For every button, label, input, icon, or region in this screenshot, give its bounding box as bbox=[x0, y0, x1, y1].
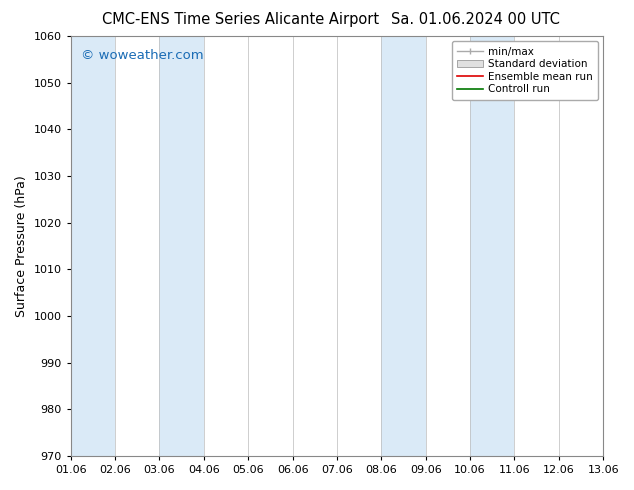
Bar bbox=[470, 36, 514, 456]
Text: © woweather.com: © woweather.com bbox=[81, 49, 204, 62]
Text: CMC-ENS Time Series Alicante Airport: CMC-ENS Time Series Alicante Airport bbox=[102, 12, 380, 27]
Bar bbox=[160, 36, 204, 456]
Bar bbox=[71, 36, 115, 456]
Bar bbox=[381, 36, 425, 456]
Y-axis label: Surface Pressure (hPa): Surface Pressure (hPa) bbox=[15, 175, 28, 317]
Text: Sa. 01.06.2024 00 UTC: Sa. 01.06.2024 00 UTC bbox=[391, 12, 560, 27]
Legend: min/max, Standard deviation, Ensemble mean run, Controll run: min/max, Standard deviation, Ensemble me… bbox=[451, 41, 598, 99]
